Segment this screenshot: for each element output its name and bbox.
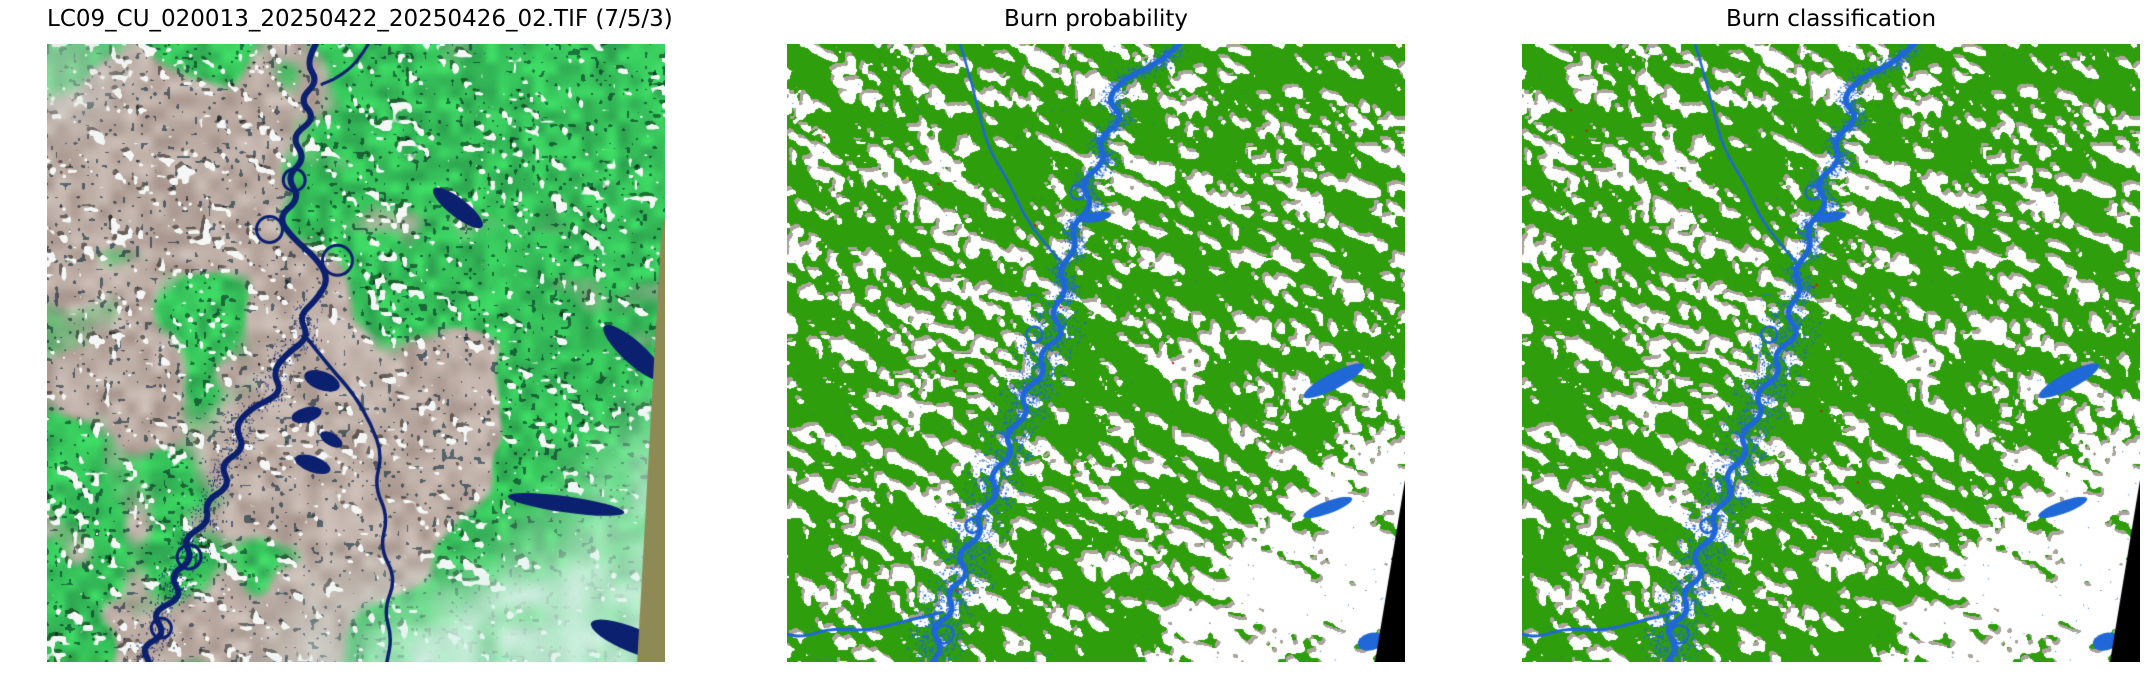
satellite-false-color-image (47, 44, 665, 662)
burn-probability-title: Burn probability (1003, 6, 1188, 32)
burn-classification-map (1522, 44, 2140, 662)
satellite-panel-title: LC09_CU_020013_20250422_20250426_02.TIF … (47, 6, 673, 32)
burn-probability-map (787, 44, 1405, 662)
burn-classification-title: Burn classification (1725, 6, 1937, 32)
